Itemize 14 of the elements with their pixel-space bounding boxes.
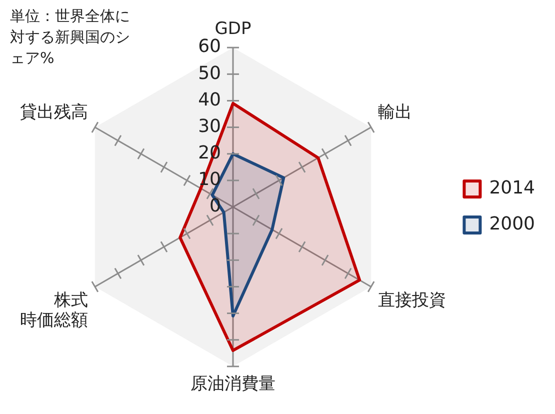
- y-tick-label: 50: [198, 62, 221, 84]
- legend-label: 2014: [489, 178, 536, 199]
- y-tick-label: 30: [198, 116, 221, 137]
- spoke-label: 貸出残高: [20, 102, 88, 123]
- y-tick-label: 0: [210, 196, 221, 217]
- spoke-label: 輸出: [378, 102, 412, 123]
- spoke-label: 株式時価総額: [20, 290, 88, 331]
- spoke-label: 原油消費量: [190, 374, 276, 394]
- spoke-label: 直接投資: [378, 290, 446, 310]
- y-tick-label: 60: [198, 36, 221, 58]
- legend-label: 2000: [489, 214, 536, 235]
- spoke-label: GDP: [214, 18, 252, 39]
- text: 単位：世界全体に対する新興国のシェア%: [10, 6, 131, 69]
- y-tick-label: 40: [198, 89, 221, 110]
